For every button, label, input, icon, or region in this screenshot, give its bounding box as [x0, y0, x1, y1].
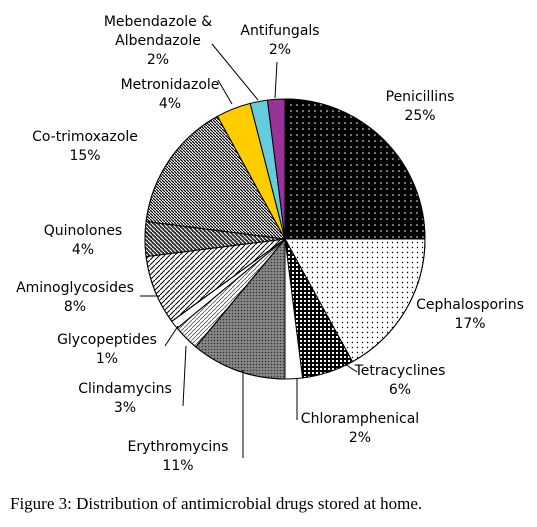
category-label: Mebendazole & Albendazole — [103, 14, 213, 49]
slice-label: Co-trimoxazole 15% — [32, 128, 138, 166]
slice-label: Penicillins 25% — [386, 88, 455, 126]
leader-lines — [140, 43, 358, 458]
slice-label: Chloramphenical 2% — [301, 410, 419, 448]
slice-label: Quinolones 4% — [44, 222, 122, 260]
value-label: 11% — [162, 458, 194, 474]
category-label: Penicillins — [385, 89, 455, 105]
category-label: Aminoglycosides — [16, 280, 134, 296]
slice-pattern — [284, 238, 426, 363]
value-label: 2% — [146, 52, 170, 68]
value-label: 2% — [268, 42, 292, 58]
slices — [144, 98, 426, 380]
value-label: 25% — [404, 108, 436, 124]
value-label: 15% — [69, 148, 101, 164]
category-label: Co-trimoxazole — [32, 129, 138, 145]
slice-label: Tetracyclines 6% — [355, 362, 446, 400]
value-label: 2% — [348, 430, 372, 446]
category-label: Tetracyclines — [354, 363, 446, 379]
category-label: Cephalosporins — [416, 297, 524, 313]
slice-label: Glycopeptides 1% — [57, 331, 157, 369]
category-label: Erythromycins — [127, 439, 229, 455]
slice-pattern — [284, 98, 426, 240]
slice-label: Aminoglycosides 8% — [16, 279, 134, 317]
value-label: 17% — [454, 316, 486, 332]
slice-pattern — [195, 237, 286, 380]
category-label: Clindamycins — [78, 381, 172, 397]
value-label: 3% — [113, 400, 137, 416]
category-label: Chloramphenical — [300, 411, 420, 427]
slice-label: Clindamycins 3% — [78, 380, 172, 418]
caption: Figure 3: Distribution of antimicrobial … — [10, 494, 423, 513]
value-label: 4% — [71, 242, 95, 258]
slice-label: Erythromycins 11% — [128, 438, 229, 476]
slice-label: Metronidazole 4% — [121, 76, 220, 114]
slice-label: Mebendazole & Albendazole 2% — [98, 13, 218, 70]
category-label: Quinolones — [43, 223, 123, 239]
value-label: 6% — [388, 382, 412, 398]
value-label: 8% — [63, 299, 87, 315]
value-label: 4% — [158, 96, 182, 112]
category-label: Antifungals — [240, 23, 320, 39]
slice-pattern — [145, 115, 286, 240]
slice-label: Antifungals 2% — [240, 22, 319, 60]
category-label: Glycopeptides — [57, 332, 157, 348]
category-label: Metronidazole — [120, 77, 220, 93]
pie-slice — [266, 98, 286, 240]
slice-label: Cephalosporins 17% — [416, 296, 524, 334]
value-label: 1% — [95, 351, 119, 367]
